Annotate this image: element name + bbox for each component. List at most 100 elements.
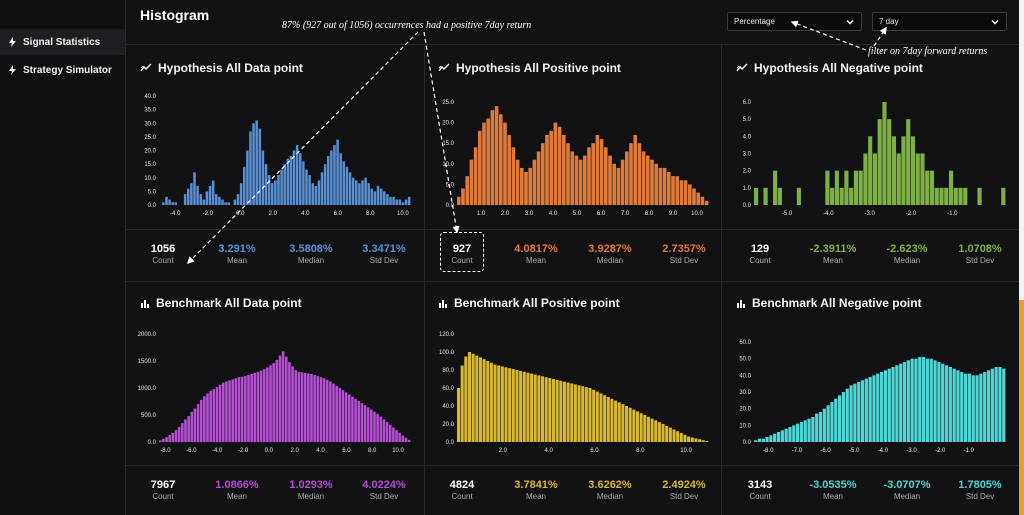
histogram-bar: [228, 380, 231, 442]
histogram-bar: [860, 380, 865, 442]
histogram-bar: [625, 151, 629, 205]
histogram-bar: [830, 187, 835, 205]
histogram-bar: [566, 382, 570, 442]
histogram-bar: [939, 187, 944, 205]
histogram-bar: [902, 362, 907, 442]
stat-mean: 3.291% Mean: [206, 243, 268, 265]
x-tick-label: 4.0: [301, 211, 310, 217]
scrollbar-thumb[interactable]: [1019, 300, 1024, 515]
histogram-bar: [507, 134, 511, 205]
y-tick-label: 1000.0: [138, 386, 157, 392]
x-tick-label: -6.0: [186, 448, 197, 454]
x-tick-label: 6.0: [334, 211, 343, 217]
histogram-bar: [574, 155, 579, 205]
histogram-bar: [587, 147, 591, 205]
histogram-bar: [174, 202, 178, 205]
histogram-bar: [239, 183, 243, 205]
stat-value: 3.7841%: [514, 479, 558, 491]
histogram-bar: [231, 379, 234, 442]
histogram-bar: [566, 143, 570, 205]
histogram-bar: [478, 130, 482, 205]
y-tick-label: 0.0: [743, 440, 752, 446]
histogram-bar: [933, 360, 937, 442]
y-tick-label: 40.0: [739, 373, 751, 379]
stat-label: Std Dev: [369, 256, 399, 265]
histogram-bar: [617, 402, 621, 442]
histogram-bar: [672, 429, 676, 442]
sidebar-item-signal-statistics[interactable]: Signal Statistics: [0, 29, 125, 55]
histogram-bar: [895, 365, 899, 442]
histogram-bar: [526, 372, 530, 442]
histogram-bar: [174, 430, 178, 442]
histogram-bar: [252, 123, 255, 205]
histogram-bar: [604, 147, 608, 205]
histogram-bar: [705, 441, 709, 442]
y-tick-label: 3.0: [743, 152, 752, 158]
histogram-bench-positive: 0.0 20.0 40.0 60.0 80.0 100.0 120.0 2.0 4.0 6.0 8.…: [439, 332, 709, 454]
unit-dropdown[interactable]: Percentage: [727, 12, 862, 31]
histogram-bar: [599, 139, 604, 205]
histogram-bar: [392, 427, 395, 442]
stat-std: 1.7805% Std Dev: [945, 479, 1015, 501]
histogram-bar: [317, 180, 321, 205]
histogram-bar: [341, 390, 345, 442]
histogram-bar: [533, 374, 537, 442]
sidebar: Signal Statistics Strategy Simulator: [0, 0, 126, 515]
x-tick-label: 6.0: [597, 211, 606, 217]
histogram-bar: [595, 391, 599, 442]
histogram-bar: [227, 202, 230, 205]
stat-value: 1.0866%: [215, 479, 259, 491]
histogram-bar: [637, 143, 642, 205]
x-tick-label: -1.0: [964, 448, 975, 454]
histogram-bar: [784, 428, 788, 442]
histogram-bar: [233, 199, 237, 205]
histogram-bar: [671, 176, 675, 205]
histogram-bar: [475, 355, 479, 442]
histogram-bar: [910, 358, 914, 442]
histogram-bar: [370, 188, 374, 205]
x-tick-label: 10.0: [392, 448, 404, 454]
histogram-bar: [839, 187, 844, 205]
x-tick-label: 5.0: [573, 211, 582, 217]
histogram-bar: [551, 379, 556, 442]
histogram-bar: [310, 373, 313, 442]
x-tick-label: -1.0: [947, 211, 958, 217]
annotation-positive-return: 87% (927 out of 1056) occurrences had a …: [282, 20, 532, 31]
histogram-bar: [300, 372, 304, 442]
histogram-bar: [830, 402, 834, 442]
histogram-hyp-all: 0.0 5.0 10.0 15.0 20.0 25.0 30.0 35.0 40.0 -4.0 -2…: [144, 94, 411, 217]
histogram-bar: [853, 170, 859, 205]
stat-label: Count: [749, 256, 771, 265]
histogram-bar: [838, 395, 842, 442]
histogram-bar: [305, 169, 308, 205]
histogram-bar: [953, 187, 958, 205]
histogram-bar: [608, 155, 612, 205]
histogram-bar: [937, 362, 941, 442]
y-tick-label: 15.0: [144, 162, 156, 168]
sidebar-item-strategy-simulator[interactable]: Strategy Simulator: [0, 57, 125, 83]
histogram-bar: [986, 370, 991, 442]
stat-std: 2.4924% Std Dev: [649, 479, 719, 501]
histogram-bar: [704, 200, 709, 205]
x-tick-label: 2.0: [269, 211, 278, 217]
histogram-bar: [929, 170, 935, 205]
panel-title-label: Benchmark All Positive point: [454, 296, 620, 310]
histogram-bar: [457, 388, 461, 442]
histogram-bar: [807, 418, 811, 442]
histogram-bar: [584, 387, 588, 442]
stat-value: 2.4924%: [662, 479, 706, 491]
histogram-bar: [868, 377, 872, 442]
period-dropdown[interactable]: 7 day: [872, 12, 1007, 31]
histogram-bar: [508, 368, 512, 442]
histogram-bar: [494, 106, 499, 205]
histogram-bar: [277, 175, 280, 205]
stat-std: 4.0224% Std Dev: [349, 479, 419, 501]
stat-value: 1.0708%: [958, 243, 1002, 255]
histogram-bar: [363, 405, 367, 442]
histogram-bar: [599, 393, 603, 442]
histogram-bar: [177, 426, 181, 442]
histogram-bar: [224, 202, 227, 205]
y-tick-label: 20.0: [739, 407, 751, 413]
divider: [126, 465, 1019, 466]
stat-value: -2.3911%: [809, 243, 857, 255]
